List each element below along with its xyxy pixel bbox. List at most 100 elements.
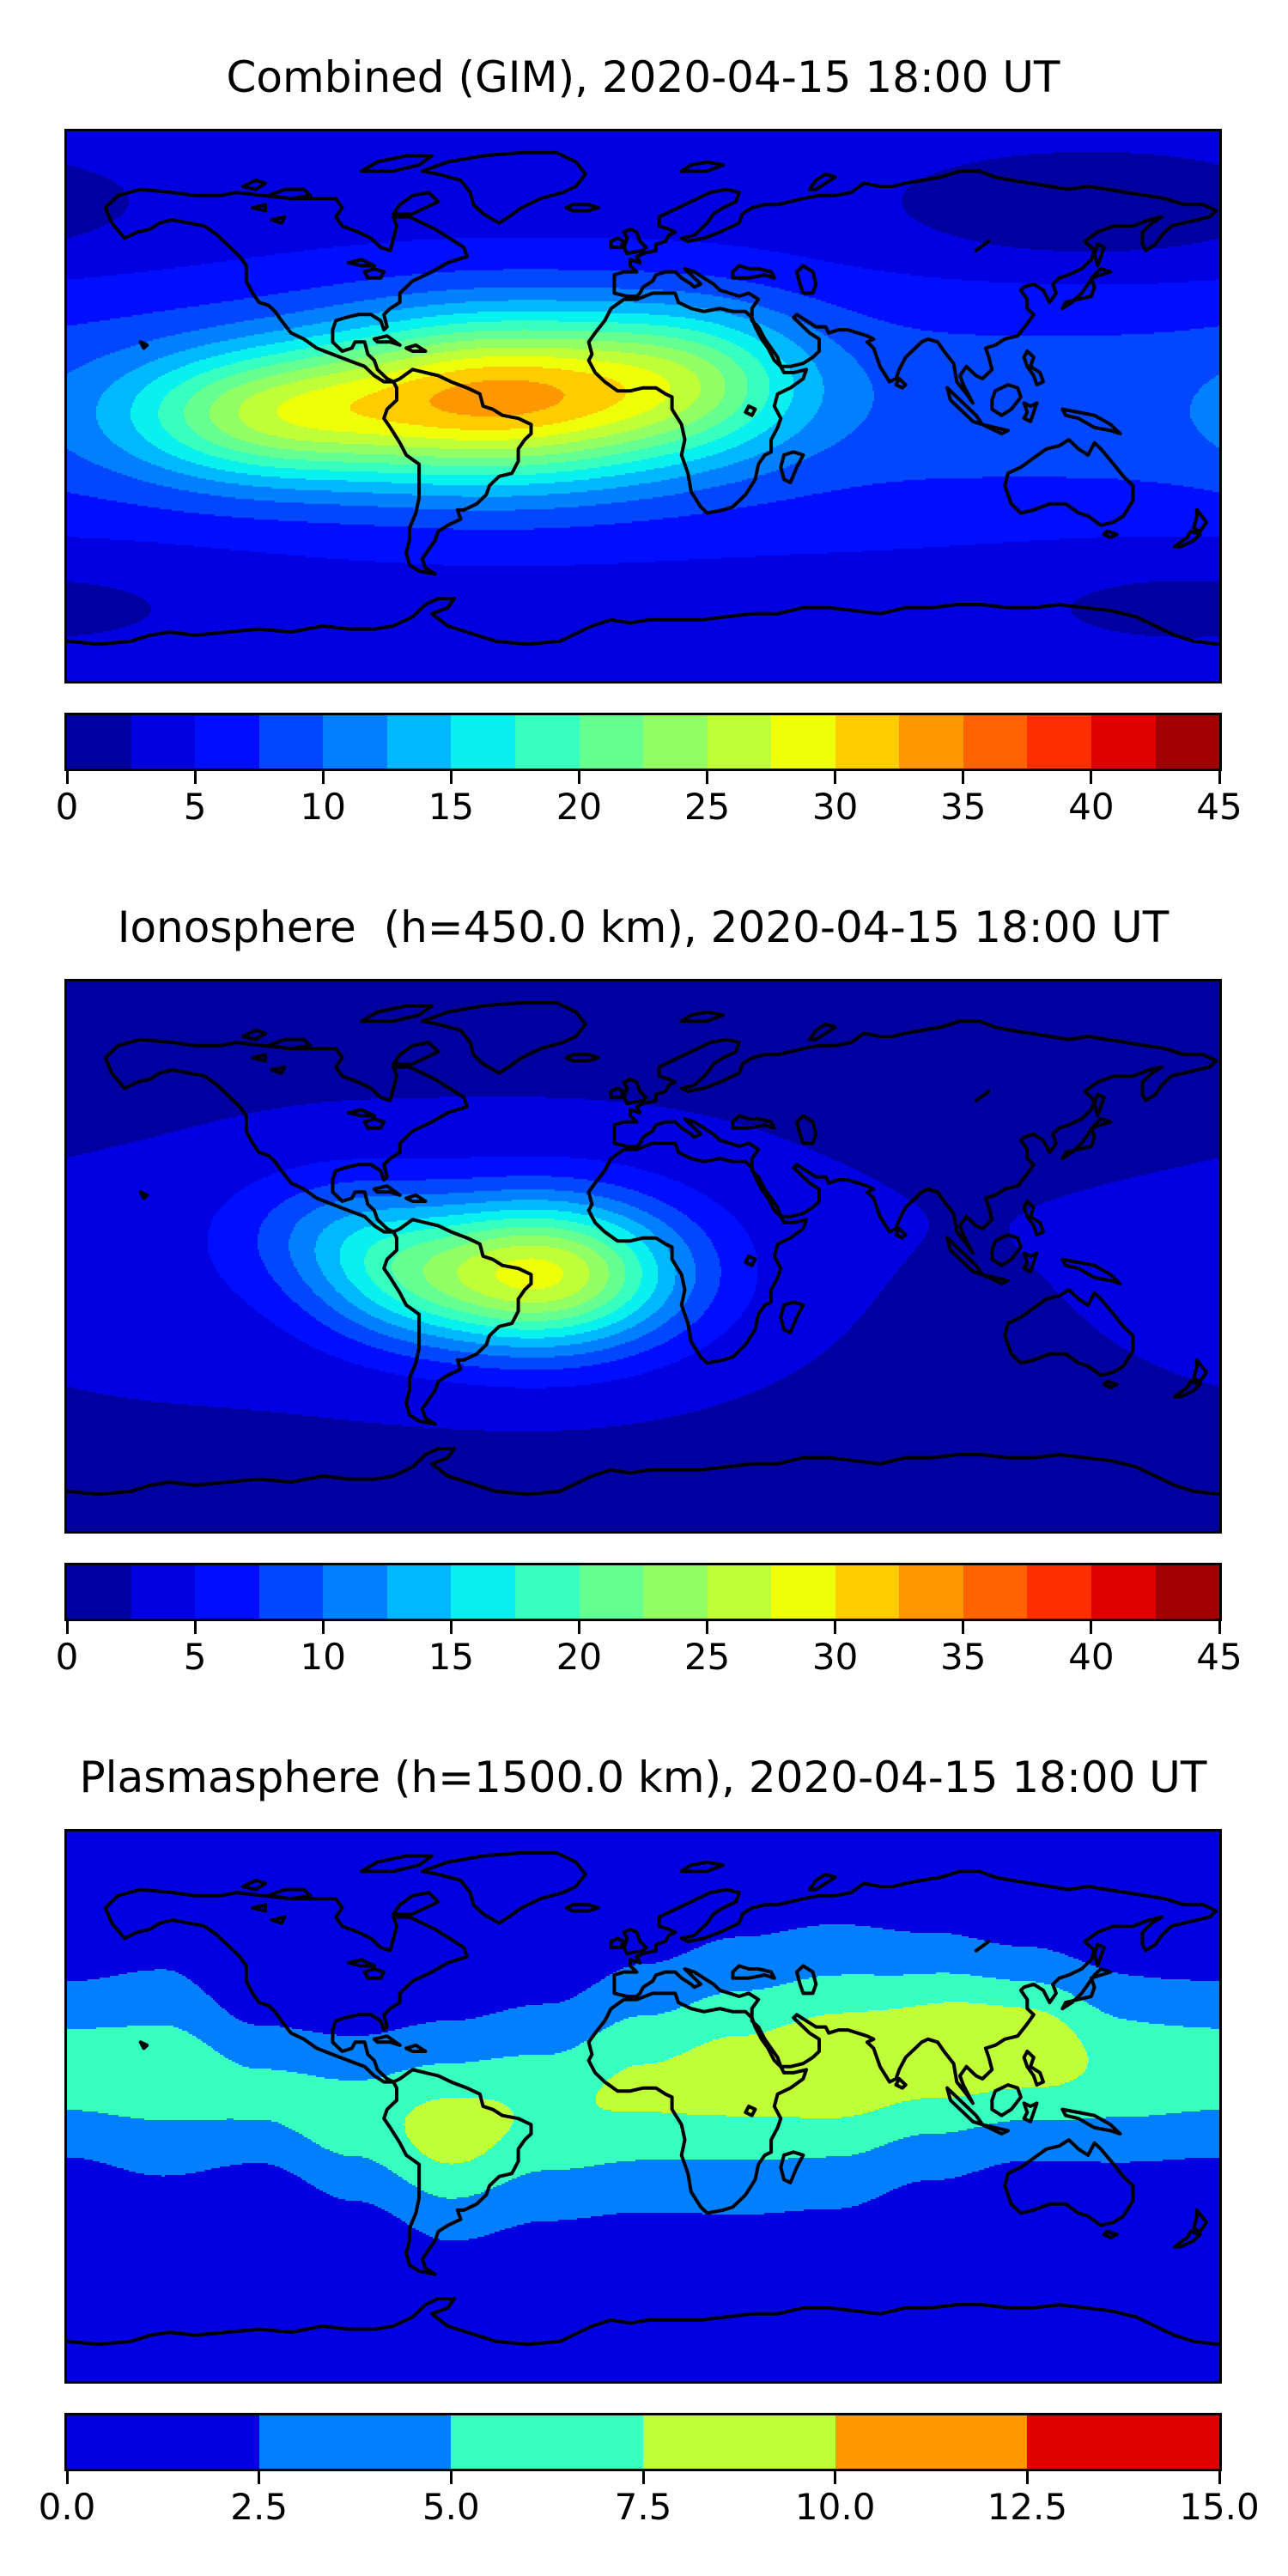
colorbar-tick-label: 5: [183, 1636, 207, 1678]
colorbar-segment: [258, 2415, 452, 2469]
colorbar-tick-label: 10: [300, 1636, 346, 1678]
colorbar-segment: [1155, 1565, 1220, 1619]
colorbar-tick-label: 15: [428, 786, 475, 828]
colorbar-tick-mark: [321, 1621, 325, 1634]
colorbar-ticks: [65, 1621, 1221, 1635]
colorbar-segment: [323, 1565, 387, 1619]
colorbar-tick-label: 15.0: [1179, 2486, 1260, 2528]
colorbar-tick-label: 45: [1196, 1636, 1242, 1678]
panel-title: Ionosphere (h=450.0 km), 2020-04-15 18:0…: [117, 902, 1170, 952]
colorbar-segment: [579, 1565, 644, 1619]
coastline-path: [67, 150, 1219, 647]
colorbar-tick-mark: [706, 1621, 709, 1634]
colorbar-tick-mark: [193, 1621, 197, 1634]
colorbar-segment: [323, 715, 387, 769]
colorbar-tick-label: 40: [1068, 786, 1115, 828]
colorbar-segment: [643, 715, 708, 769]
colorbar-segment: [258, 1565, 324, 1619]
colorbar-segment: [899, 715, 963, 769]
colorbar-ticks: [65, 2471, 1221, 2485]
colorbar-tick-mark: [1090, 1621, 1093, 1634]
colorbar-tick-label: 5.0: [422, 2486, 480, 2528]
colorbar-segment: [131, 1565, 196, 1619]
colorbar-segment: [771, 715, 835, 769]
colorbar-tick-mark: [1090, 771, 1093, 784]
colorbar-tick-mark: [1218, 1621, 1221, 1634]
colorbar-tick-mark: [193, 771, 197, 784]
colorbar-tick-mark: [834, 771, 837, 784]
colorbar-segment: [835, 715, 900, 769]
panel-title: Plasmasphere (h=1500.0 km), 2020-04-15 1…: [79, 1753, 1207, 1802]
colorbar-tick-mark: [321, 771, 325, 784]
colorbar-tick-label: 45: [1196, 786, 1242, 828]
colorbar-tick-label: 0: [55, 1636, 79, 1678]
colorbar-tick-mark: [577, 771, 580, 784]
colorbar-segment: [643, 1565, 708, 1619]
colorbar-segment: [195, 1565, 259, 1619]
colorbar: [64, 1563, 1222, 1621]
colorbar-segment: [67, 715, 131, 769]
colorbar-segment: [451, 2415, 644, 2469]
panel-plasmasphere: Plasmasphere (h=1500.0 km), 2020-04-15 1…: [0, 1700, 1288, 2550]
colorbar-tick-mark: [65, 771, 69, 784]
map-plasmasphere: [64, 1829, 1222, 2384]
colorbar-segment: [771, 1565, 835, 1619]
colorbar-tick-labels: 0 5 10 15 20 25 30 35 40 45: [56, 785, 1242, 829]
colorbar-tick-mark: [962, 771, 965, 784]
colorbar-tick-mark: [706, 771, 709, 784]
colorbar-tick-label: 7.5: [614, 2486, 672, 2528]
colorbar-tick-label: 35: [940, 1636, 987, 1678]
colorbar-segment: [835, 1565, 900, 1619]
colorbar-segment: [451, 715, 515, 769]
colorbar-tick-label: 25: [683, 786, 731, 828]
colorbar-tick-label: 35: [940, 786, 987, 828]
colorbar-segment: [579, 715, 644, 769]
colorbar-tick-mark: [65, 1621, 69, 1634]
colorbar-segment: [643, 2415, 835, 2469]
panel-combined-gim: Combined (GIM), 2020-04-15 18:00 UT 0 5 10…: [0, 0, 1288, 850]
colorbar-segment: [1091, 1565, 1156, 1619]
colorbar-tick-label: 30: [811, 786, 859, 828]
colorbar-segment: [67, 1565, 131, 1619]
colorbar-segment: [1027, 1565, 1091, 1619]
colorbar: [64, 2413, 1222, 2471]
colorbar-segment: [1027, 2415, 1220, 2469]
map-combined-gim: [64, 129, 1222, 683]
colorbar-tick-label: 12.5: [987, 2486, 1068, 2528]
colorbar-tick-mark: [1218, 2471, 1221, 2484]
colorbar-segment: [707, 715, 772, 769]
colorbar-tick-mark: [641, 2471, 645, 2484]
colorbar-tick-label: 40: [1068, 1636, 1115, 1678]
colorbar-tick-label: 10: [300, 786, 346, 828]
colorbar-segment: [195, 715, 259, 769]
colorbar-segment: [1091, 715, 1156, 769]
colorbar-segment: [386, 715, 452, 769]
colorbar-tick-label: 0.0: [38, 2486, 96, 2528]
colorbar-tick-mark: [834, 1621, 837, 1634]
coastline-path: [67, 1850, 1219, 2347]
colorbar-tick-labels: 0.0 2.5 5.0 7.5 10.0 12.5 15.0: [39, 2485, 1260, 2530]
colorbar-tick-mark: [577, 1621, 580, 1634]
colorbar-segment: [258, 715, 324, 769]
colorbar-segment: [1027, 715, 1091, 769]
colorbar-tick-label: 5: [183, 786, 207, 828]
colorbar-tick-label: 25: [683, 1636, 731, 1678]
map-ionosphere: [64, 979, 1222, 1534]
colorbar-tick-label: 30: [811, 1636, 859, 1678]
coastline-overlay: [67, 1000, 1219, 1497]
colorbar-tick-mark: [449, 1621, 453, 1634]
colorbar-segment: [67, 2415, 259, 2469]
colorbar-tick-mark: [258, 2471, 261, 2484]
colorbar-segment: [835, 2415, 1028, 2469]
colorbar-segment: [963, 1565, 1028, 1619]
colorbar-tick-mark: [1025, 2471, 1029, 2484]
colorbar-tick-mark: [65, 2471, 69, 2484]
colorbar-tick-label: 15: [428, 1636, 475, 1678]
colorbar-segment: [451, 1565, 515, 1619]
colorbar-ticks: [65, 771, 1221, 785]
colorbar-tick-mark: [962, 1621, 965, 1634]
colorbar-tick-label: 20: [556, 1636, 603, 1678]
colorbar-tick-labels: 0 5 10 15 20 25 30 35 40 45: [56, 1635, 1242, 1680]
colorbar-tick-mark: [834, 2471, 837, 2484]
